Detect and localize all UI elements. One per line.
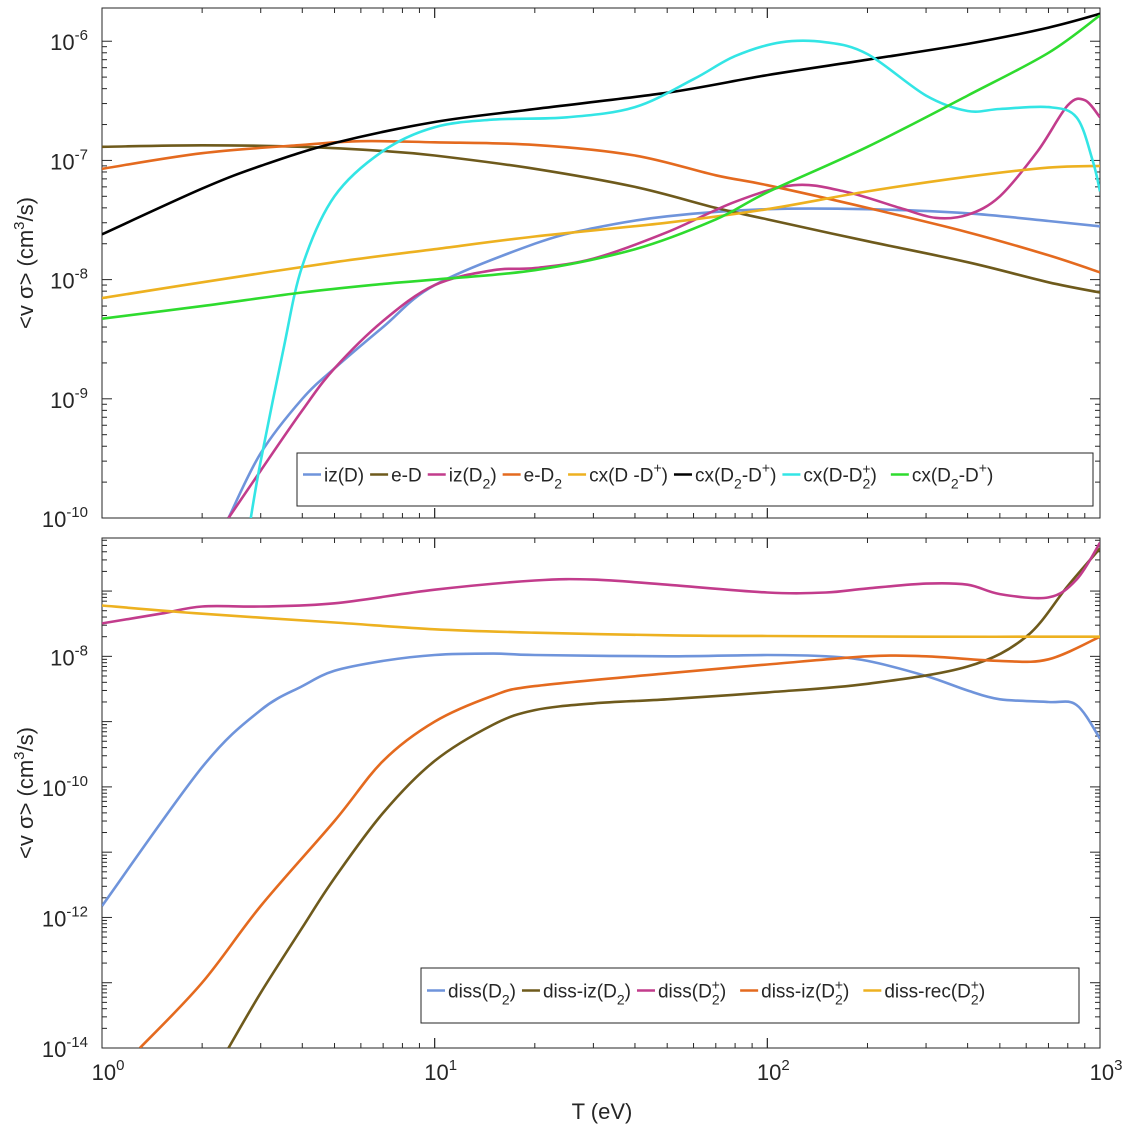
top-panel: 10-6 10-7 10-8 10-9 10-10 <v σ> (cm3/s) iz(D) e… <box>11 7 1101 532</box>
y-tick-label: 10-6 <box>50 27 88 55</box>
series-line-diss-iz(D2+) <box>138 635 1100 1048</box>
plot-area <box>101 537 1101 1049</box>
legend-label: cx(D-D2+) <box>803 461 876 492</box>
legend-label: cx(D2-D+) <box>695 460 776 492</box>
plot-area <box>101 7 1101 519</box>
y-axis-label: <v σ> (cm3/s) <box>11 727 38 859</box>
y-tick-label: 10-12 <box>42 903 88 931</box>
legend: iz(D) e-D iz(D2) e-D2 cx(D -D+) cx(D2-D+) cx(D… <box>296 452 1094 507</box>
legend-label: diss-iz(D2) <box>543 982 631 1008</box>
series-line-e-D2 <box>102 139 1100 274</box>
y-tick-label: 10-9 <box>50 385 88 413</box>
y-tick-label: 10-8 <box>50 642 88 670</box>
x-tick-label: 103 <box>1090 1057 1123 1085</box>
series-line-diss-iz(D2) <box>227 547 1100 1048</box>
series-line-cx(D2-D2+) <box>102 12 1100 236</box>
y-tick-label: 10-14 <box>42 1034 88 1062</box>
x-tick-label: 102 <box>757 1057 790 1085</box>
legend-label: diss-rec(D2+) <box>884 977 985 1008</box>
legend-label: cx(D -D+) <box>589 460 668 487</box>
legend-box <box>420 967 1080 1024</box>
x-axis-label: T (eV) <box>572 1099 633 1124</box>
y-tick-label: 10-10 <box>42 504 88 532</box>
legend-label: cx(D2-D+) <box>912 460 993 492</box>
legend: diss(D2) diss-iz(D2) diss(D2+) diss-iz(D2+)… <box>420 967 1080 1024</box>
legend-label: e-D <box>391 466 422 487</box>
series-line-cx(D-D2+) <box>249 39 1100 518</box>
y-axis-label: <v σ> (cm3/s) <box>11 197 38 329</box>
y-tick-label: 10-8 <box>50 266 88 294</box>
series-line-diss(D2) <box>102 652 1100 907</box>
legend-label: iz(D) <box>324 466 364 487</box>
legend-label: iz(D2) <box>449 466 497 492</box>
tick-marks <box>101 8 1101 519</box>
x-tick-label: 101 <box>424 1057 457 1085</box>
series-group <box>102 12 1100 518</box>
legend-box <box>296 452 1094 507</box>
x-tick-label: 100 <box>92 1057 125 1085</box>
y-tick-label: 10-7 <box>50 146 88 174</box>
series-group <box>102 542 1100 1048</box>
legend-label: diss(D2) <box>448 982 516 1008</box>
series-line-cx(D-D+) <box>102 164 1100 300</box>
legend-label: e-D2 <box>524 466 563 492</box>
bottom-panel: 10-8 10-10 10-12 10-14 <v σ> (cm3/s) diss(D2)… <box>11 537 1101 1062</box>
series-line-diss(D2+) <box>102 542 1100 625</box>
series-line-cx(D2-D+) <box>102 14 1100 320</box>
x-axis: 100 101 102 103 <box>92 1057 1123 1085</box>
y-tick-label: 10-10 <box>42 773 88 801</box>
legend-label: diss-iz(D2+) <box>761 977 849 1008</box>
series-line-iz(D) <box>227 207 1100 518</box>
series-line-diss-rec(D2+) <box>102 604 1100 639</box>
legend-label: diss(D2+) <box>658 977 726 1008</box>
